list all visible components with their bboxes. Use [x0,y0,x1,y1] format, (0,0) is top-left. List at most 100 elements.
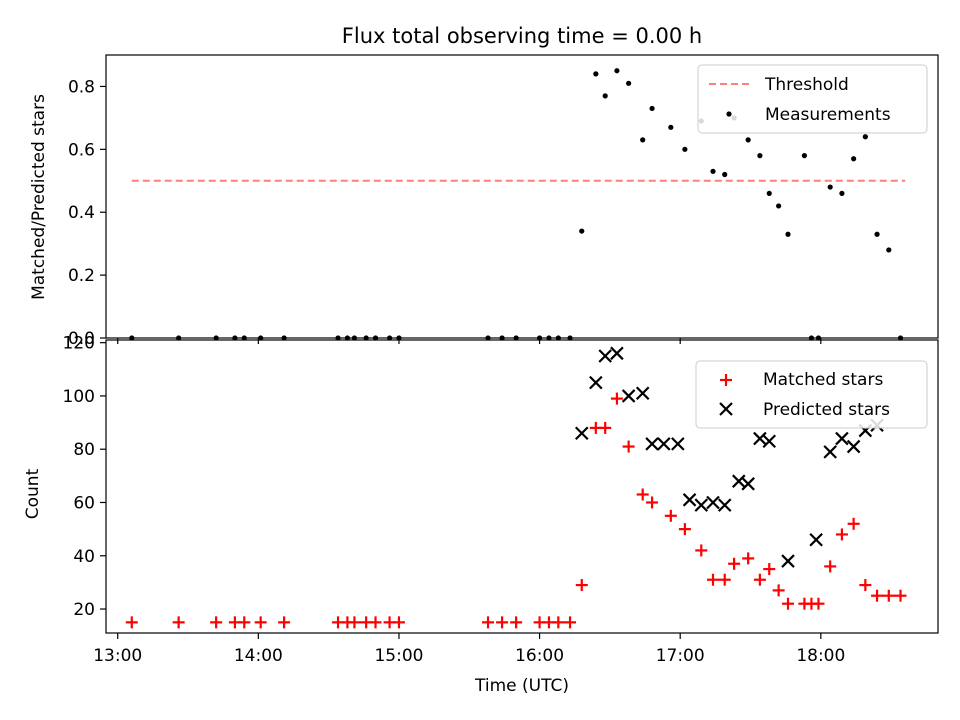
count-marks [125,346,907,629]
matched-star-point [824,560,837,573]
measurement-point [874,231,880,237]
x-tick-label: 13:00 [93,646,142,666]
ratio-y-tick-label: 0.6 [68,140,95,160]
measurement-point [232,335,238,341]
measurement-point [862,134,868,140]
predicted-star-point [574,426,589,441]
matched-star-point [636,488,649,501]
matched-star-point [482,616,495,629]
count-plot-frame [105,339,939,634]
x-tick-label: 17:00 [656,646,705,666]
measurement-point [640,137,646,143]
count-y-tick-label: 100 [63,387,95,407]
ratio-marks [129,68,906,341]
predicted-star-point [732,474,746,488]
measurement-point [129,335,135,341]
matched-star-point [707,573,720,586]
measurement-point [593,71,599,77]
measurement-point [776,203,782,209]
matched-star-point [622,440,635,453]
predicted-star-point [823,445,837,459]
figure-title: Flux total observing time = 0.00 h [342,24,702,48]
predicted-star-point [717,498,732,512]
measurement-point [682,146,688,152]
measurement-point [567,335,573,341]
predicted-star-point [635,386,650,401]
measurement-point [499,335,505,341]
matched-star-point [859,579,872,592]
x-tick-label: 18:00 [796,646,845,666]
measurement-point [766,190,772,196]
matched-star-point [564,616,577,629]
matched-star-point [772,584,785,597]
measurement-point [668,124,674,130]
ratio-ylabel: Matched/Predicted stars [29,94,49,300]
ratio-legend-box [697,64,928,134]
matched-star-point [254,616,267,629]
measurement-point [363,335,369,341]
predicted-star-point [753,431,767,446]
matched-star-point [172,616,185,629]
matched-star-point [599,421,612,434]
ratio-y-tick-label: 0.2 [68,266,95,286]
ratio-y-tick-label: 0.8 [68,77,95,97]
measurement-point [579,228,585,234]
matched-star-point [728,557,741,570]
matched-star-point [695,544,708,557]
measurement-point [536,335,543,341]
count-y-tick-label: 60 [73,493,95,513]
ratio-y-tick-label: 0.0 [68,329,95,349]
matched-star-point [871,589,884,602]
predicted-star-point [741,477,755,491]
matched-star-point [894,589,907,602]
count-y-tick-label: 40 [73,547,95,567]
matched-star-point [835,528,848,541]
count-ylabel: Count [23,468,43,519]
count-y-tick-label: 120 [63,334,95,354]
matched-star-point [763,563,776,576]
predicted-star-point [762,434,777,448]
matched-star-point [210,616,223,629]
matched-star-point [392,616,405,629]
predicted-star-point [610,346,624,361]
count-xlabel: Time (UTC) [474,676,569,696]
count-y-tick-label: 80 [73,440,95,460]
measurement-point [176,335,182,341]
count-y-tick-label: 20 [73,600,95,620]
measurement-point [851,156,857,162]
measurement-point [555,335,561,341]
predicted-star-point [809,532,823,547]
matched-star-point [238,616,251,629]
predicted-star-point [657,437,671,451]
matched-star-point [742,552,755,565]
legend-measurements-label: Measurements [765,105,891,125]
measurement-point [886,247,892,253]
count-legend-box [695,360,928,429]
measurement-point [808,335,815,341]
x-tick-label: 16:00 [515,646,564,666]
measurement-point [485,335,491,341]
predicted-star-point [671,437,685,451]
measurement-point [258,335,264,341]
measurement-point [815,335,822,341]
measurement-point [801,153,808,159]
predicted-star-point [781,554,795,568]
matched-star-point [369,616,382,629]
measurement-point [614,68,620,74]
ratio-plot-frame [105,54,939,339]
measurement-point [897,335,904,341]
measurement-point [827,184,833,190]
measurement-point [602,93,608,99]
x-tick-label: 15:00 [374,646,423,666]
measurement-point [546,335,552,341]
legend-matched-label: Matched stars [763,370,883,390]
measurement-point [785,231,791,237]
ratio-legend: Threshold Measurements [697,64,928,134]
matched-star-point [348,616,361,629]
measurement-point [335,335,341,341]
matched-star-point [718,573,731,586]
legend-measurements-swatch [726,111,732,117]
count-panel: Count Time (UTC) 13:00 14:00 15:00 16:00 17:… [23,334,939,696]
measurement-point [213,335,219,341]
